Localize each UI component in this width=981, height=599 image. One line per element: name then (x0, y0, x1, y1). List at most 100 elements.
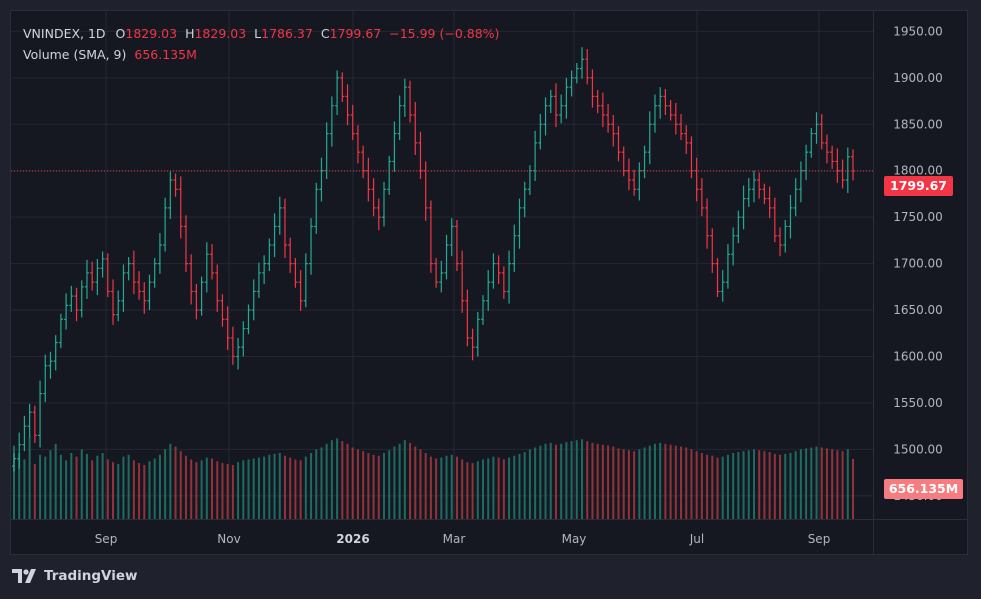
ohlc-bar (741, 185, 746, 230)
ohlc-bar (621, 146, 626, 177)
ohlc-bar (564, 77, 569, 119)
volume-bar (377, 455, 380, 519)
volume-bar (502, 459, 505, 519)
volume-bar (268, 454, 271, 519)
x-tick-label: 2026 (336, 532, 369, 546)
volume-bar (846, 449, 849, 519)
volume-bar (112, 462, 115, 519)
volume-bar (455, 456, 458, 519)
volume-bar (726, 454, 729, 519)
ohlc-bar (736, 210, 741, 244)
volume-bar (575, 440, 578, 519)
y-tick-label: 1800.00 (893, 164, 943, 178)
ohlc-bar (84, 259, 89, 299)
ohlc-bar (288, 237, 293, 273)
price-chart[interactable]: 1950.00 1900.00 1850.00 1800.00 1750.00 1700.… (11, 11, 967, 554)
volume-bar (706, 454, 709, 519)
ohlc-bar (465, 289, 470, 347)
ohlc-bar (710, 228, 715, 273)
volume-bar (690, 449, 693, 519)
volume-bar (779, 454, 782, 519)
low-label: L (254, 26, 262, 41)
ohlc-bar (762, 183, 767, 205)
ohlc-bar (194, 284, 199, 320)
ohlc-bar (262, 255, 267, 285)
symbol-label[interactable]: VNINDEX, 1D (23, 26, 106, 41)
ohlc-bar (595, 89, 600, 114)
ohlc-bar (408, 80, 413, 123)
ohlc-bar (611, 115, 616, 147)
brand-logo[interactable]: TradingView (12, 568, 138, 584)
volume-bar (721, 456, 724, 519)
volume-bar (711, 455, 714, 519)
volume-bar (346, 443, 349, 519)
ohlc-bar (178, 176, 183, 239)
ohlc-bar (173, 173, 178, 197)
y-tick-label: 1850.00 (893, 117, 943, 131)
ohlc-bar (814, 112, 819, 144)
ohlc-bar (309, 218, 314, 275)
y-tick-label: 1550.00 (893, 396, 943, 410)
ohlc-bar (569, 70, 574, 97)
ohlc-bar (100, 251, 105, 278)
volume-bar (23, 459, 26, 519)
volume-bar (117, 464, 120, 519)
volume-value: 656.135M (134, 47, 197, 62)
ohlc-bar (715, 258, 720, 298)
ohlc-bar (731, 227, 736, 266)
volume-bar (158, 454, 161, 519)
volume-bar (351, 447, 354, 519)
ohlc-bar (43, 354, 48, 402)
ohlc-bar (152, 258, 157, 288)
volume-bar (101, 453, 104, 519)
volume-bar (617, 448, 620, 519)
ohlc-bar (27, 403, 32, 438)
ohlc-bar (559, 94, 564, 124)
volume-bar (742, 451, 745, 519)
volume-bar (581, 439, 584, 519)
volume-bar (330, 440, 333, 519)
volume-bar (784, 453, 787, 519)
volume-bar (737, 452, 740, 519)
ohlc-bar (637, 162, 642, 201)
volume-bar (466, 462, 469, 519)
ohlc-bar (830, 145, 835, 169)
volume-bar (450, 454, 453, 519)
y-tick-label: 1950.00 (893, 24, 943, 38)
ohlc-bar (496, 255, 501, 285)
ohlc-bar (673, 102, 678, 135)
ohlc-bar (538, 114, 543, 150)
volume-bar (80, 449, 83, 519)
ohlc-bar (142, 282, 147, 314)
ohlc-bar (69, 285, 74, 312)
chart-panel[interactable]: 1950.00 1900.00 1850.00 1800.00 1750.00 1700.… (10, 10, 968, 555)
ohlc-bar (788, 194, 793, 239)
volume-label[interactable]: Volume (SMA, 9) (23, 47, 127, 62)
ohlc-bar (819, 114, 824, 150)
volume-bar (65, 460, 68, 519)
ohlc-bar (626, 158, 631, 191)
ohlc-bar (845, 147, 850, 194)
ohlc-bar (840, 159, 845, 189)
volume-bar (242, 460, 245, 519)
y-tick-label: 1600.00 (893, 349, 943, 363)
volume-bar (200, 460, 203, 519)
volume-bar (211, 458, 214, 519)
ohlc-bar (658, 87, 663, 119)
ohlc-bar (329, 96, 334, 147)
close-label: C (320, 26, 330, 41)
ohlc-bar (470, 328, 475, 361)
ohlc-bar (376, 198, 381, 231)
volume-bar (310, 453, 313, 519)
volume-bar (487, 458, 490, 519)
ohlc-bar (319, 157, 324, 202)
volume-bar (565, 442, 568, 519)
ohlc-bar (64, 293, 69, 330)
volume-bar (758, 450, 761, 519)
volume-bar (169, 443, 172, 519)
ohlc-bar (272, 213, 277, 258)
ohlc-bar (580, 47, 585, 79)
ohlc-bar (804, 144, 809, 181)
volume-bar (497, 457, 500, 519)
change-value: −15.99 (−0.88%) (389, 26, 500, 41)
